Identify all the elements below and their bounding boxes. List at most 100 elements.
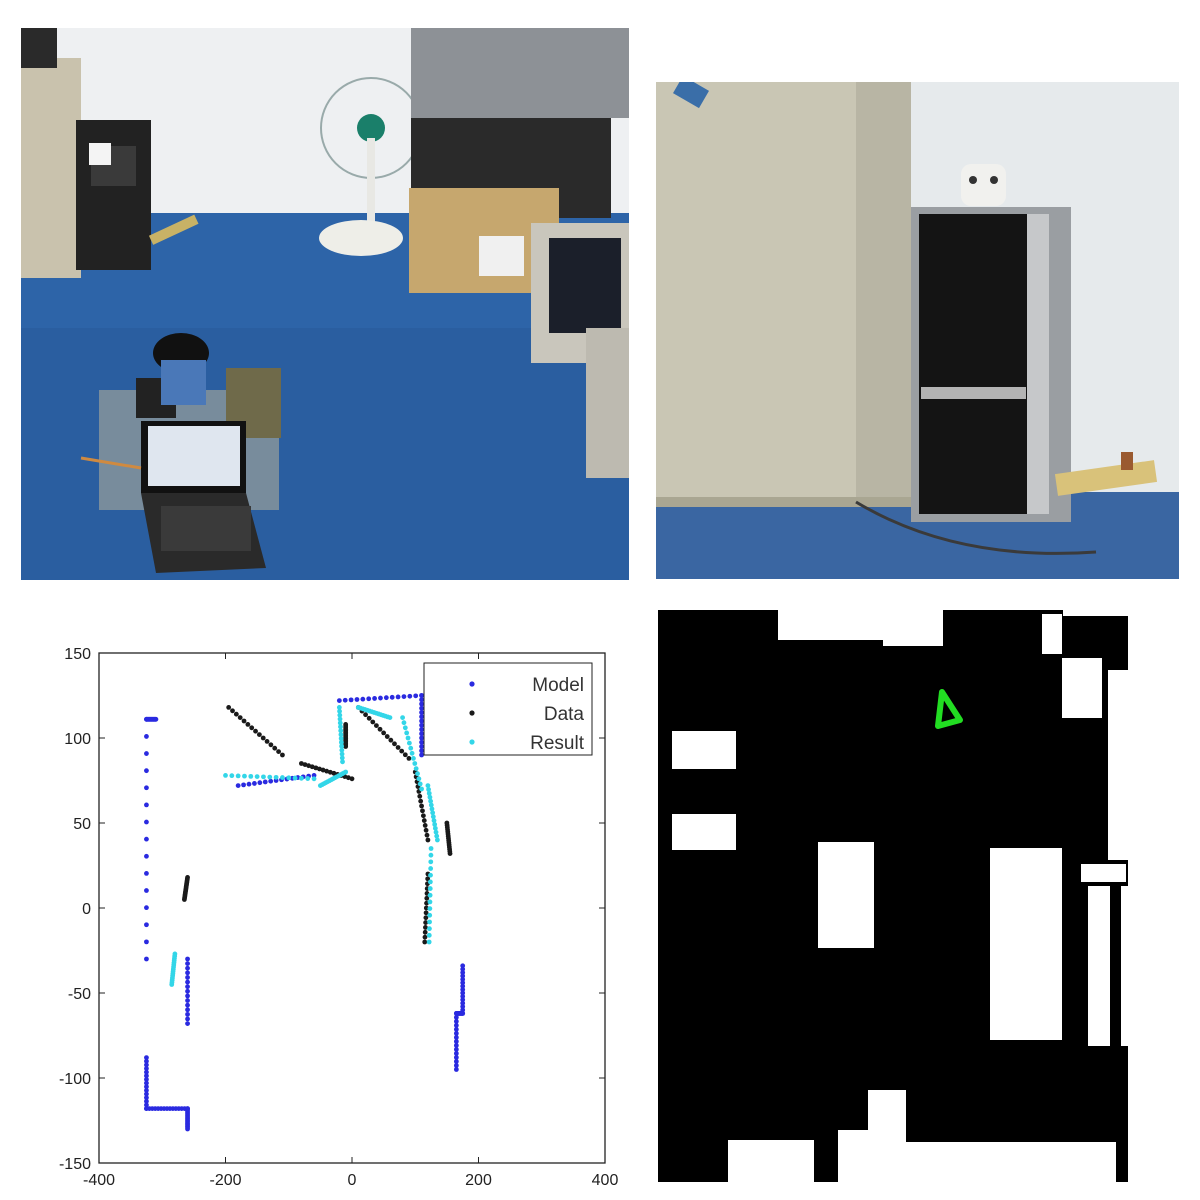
data-point	[460, 970, 466, 975]
data-point	[432, 825, 438, 831]
y-tick-label: -100	[59, 1071, 91, 1088]
data-point	[460, 983, 466, 989]
data-point	[185, 984, 190, 990]
series-result	[169, 705, 440, 987]
data-point	[337, 720, 343, 726]
data-point	[185, 988, 190, 994]
scatter-chart: 150 100 50 0 -50 -100 -150 -400 -200 0 200 400 Mod…	[59, 646, 618, 1188]
data-point	[144, 1080, 149, 1086]
data-point	[408, 745, 414, 751]
data-point	[256, 732, 262, 737]
data-point	[339, 755, 345, 761]
data-point	[229, 773, 235, 779]
y-tick-label: 150	[64, 646, 91, 663]
pc-tower-photo	[656, 82, 1179, 579]
data-point	[144, 836, 149, 842]
data-point	[230, 708, 235, 714]
data-point	[286, 775, 292, 781]
data-point	[252, 781, 257, 786]
data-point	[411, 756, 416, 761]
lab-room-robot-photo	[21, 28, 629, 580]
data-point	[181, 897, 187, 902]
data-point	[429, 806, 435, 812]
data-point	[412, 761, 418, 766]
data-point	[453, 1027, 459, 1032]
data-point	[144, 1062, 149, 1068]
data-point	[262, 779, 268, 785]
data-point	[426, 939, 432, 945]
data-point	[417, 793, 423, 799]
data-point	[373, 723, 379, 729]
data-point	[423, 920, 429, 925]
data-point	[383, 695, 389, 701]
data-point	[433, 829, 439, 835]
data-point	[453, 1059, 459, 1064]
data-point	[144, 1087, 149, 1093]
data-point	[428, 798, 434, 804]
data-point	[248, 773, 254, 779]
data-point	[432, 822, 438, 827]
data-point	[254, 774, 260, 780]
data-point	[425, 837, 431, 843]
data-point	[417, 781, 423, 787]
data-point	[427, 879, 433, 885]
data-point	[415, 771, 420, 777]
free-space	[1081, 864, 1126, 882]
data-point	[460, 994, 466, 999]
data-point	[144, 1084, 149, 1090]
data-point	[144, 939, 149, 945]
data-point	[299, 761, 304, 766]
x-tick-label: -400	[83, 1172, 115, 1188]
data-point	[413, 766, 419, 771]
data-point	[241, 718, 247, 724]
data-point	[144, 1102, 149, 1108]
data-point	[419, 718, 424, 724]
data-point	[418, 798, 424, 804]
data-point	[453, 1023, 459, 1028]
free-space	[883, 610, 943, 646]
y-tick-label: 0	[82, 901, 91, 918]
y-axis-ticks: 150 100 50 0 -50 -100 -150	[59, 646, 605, 1173]
data-point	[428, 852, 434, 858]
data-point	[144, 1055, 149, 1060]
data-point	[354, 697, 360, 702]
data-point	[427, 912, 433, 918]
data-point	[311, 773, 317, 778]
data-point	[276, 749, 281, 754]
data-point	[249, 725, 255, 731]
data-point	[185, 1016, 190, 1022]
free-space	[818, 842, 874, 948]
free-space	[672, 731, 736, 769]
data-point	[144, 1091, 149, 1097]
data-point	[144, 819, 149, 825]
y-tick-label: 100	[64, 731, 91, 748]
data-point	[427, 794, 433, 800]
data-point	[273, 774, 279, 780]
x-axis-ticks: -400 -200 0 200 400	[83, 653, 618, 1188]
data-point	[185, 1126, 190, 1132]
data-point	[144, 785, 149, 791]
data-point	[400, 715, 405, 720]
data-point	[349, 776, 355, 782]
data-point	[226, 705, 232, 710]
data-point	[419, 701, 424, 707]
data-point	[428, 846, 434, 851]
legend-label: Model	[532, 675, 584, 696]
data-point	[280, 775, 285, 780]
series-data	[181, 705, 453, 945]
data-point	[427, 919, 432, 925]
data-point	[253, 728, 258, 734]
data-point	[268, 742, 274, 748]
data-point	[235, 783, 241, 788]
data-point	[144, 1073, 149, 1079]
free-space	[906, 1142, 1116, 1182]
data-point	[343, 744, 349, 749]
data-point	[348, 697, 354, 703]
data-point	[422, 823, 428, 828]
data-point	[419, 786, 424, 792]
data-point	[366, 715, 372, 721]
data-point	[185, 970, 190, 976]
x-tick-label: -200	[209, 1172, 241, 1188]
data-point	[419, 731, 424, 737]
data-point	[406, 756, 412, 761]
